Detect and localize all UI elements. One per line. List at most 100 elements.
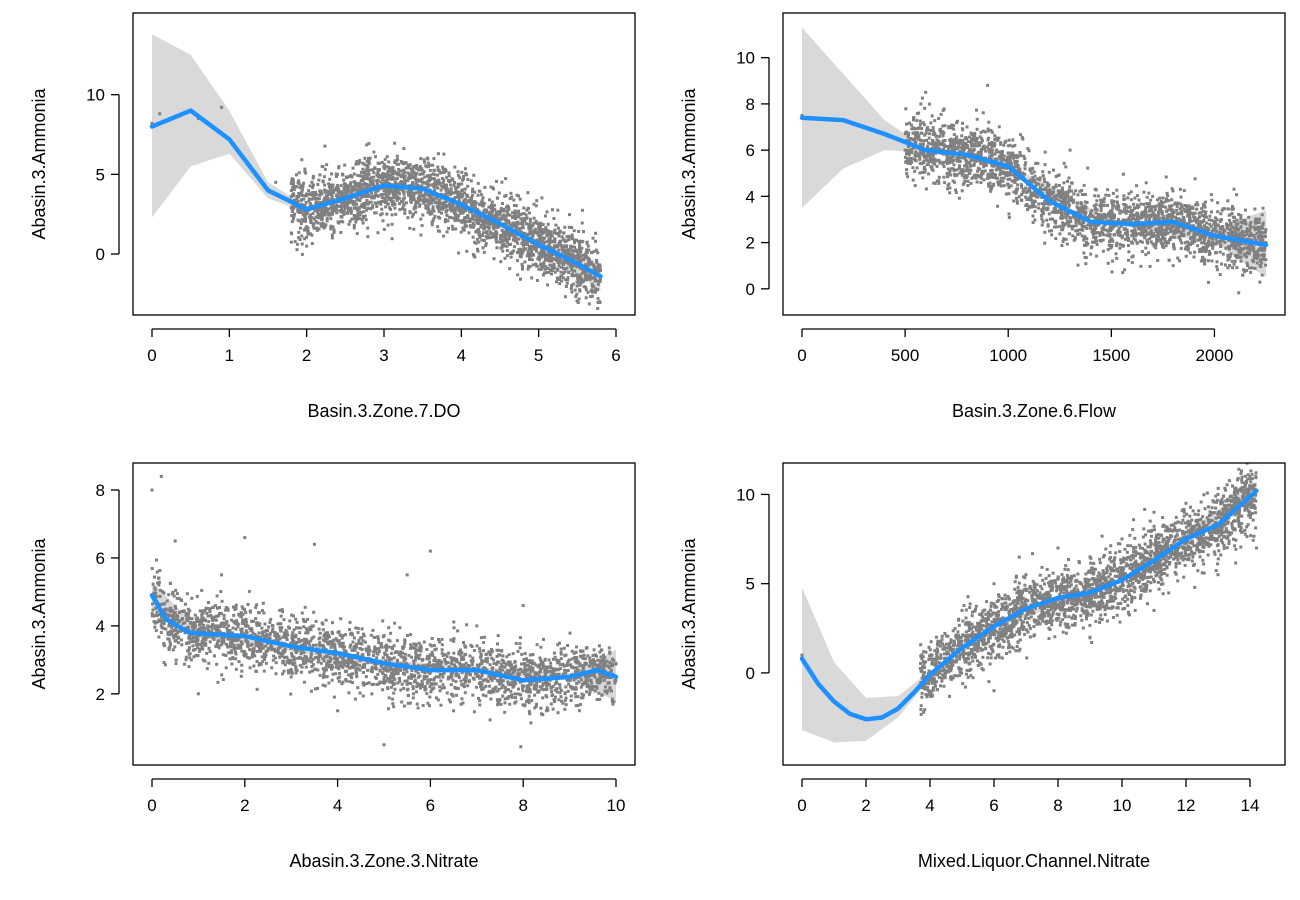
scatter-point <box>484 244 488 248</box>
scatter-point <box>1134 234 1138 238</box>
scatter-point <box>1210 229 1214 233</box>
scatter-point <box>368 200 372 204</box>
scatter-point <box>1110 201 1114 205</box>
scatter-point <box>1259 233 1262 237</box>
scatter-point <box>1188 212 1191 216</box>
scatter-point <box>274 180 278 184</box>
scatter-point <box>967 168 971 172</box>
scatter-point <box>498 209 502 213</box>
scatter-point <box>1250 266 1254 270</box>
scatter-point <box>363 156 367 160</box>
scatter-point <box>1123 197 1127 201</box>
scatter-point <box>589 276 593 280</box>
scatter-point <box>595 258 599 262</box>
scatter-point <box>1001 170 1005 174</box>
scatter-point <box>308 213 312 217</box>
scatter-point <box>1246 229 1250 233</box>
scatter-point <box>972 143 976 147</box>
scatter-point <box>1202 219 1206 223</box>
scatter-point <box>494 230 498 234</box>
scatter-point <box>1109 246 1113 250</box>
scatter-point <box>530 258 534 262</box>
scatter-point <box>1019 183 1023 187</box>
scatter-point <box>425 199 429 203</box>
scatter-point <box>433 188 437 192</box>
scatter-point <box>1199 259 1203 263</box>
scatter-point <box>387 176 391 180</box>
scatter-point <box>1186 248 1190 252</box>
scatter-point <box>516 241 520 245</box>
scatter-point <box>367 156 370 160</box>
scatter-point <box>1024 195 1028 199</box>
scatter-point <box>339 219 343 223</box>
scatter-point <box>307 197 311 201</box>
scatter-point <box>1110 211 1114 214</box>
scatter-point <box>548 237 552 241</box>
scatter-point <box>494 238 498 242</box>
scatter-point <box>962 181 966 185</box>
scatter-point <box>476 247 479 251</box>
scatter-point <box>523 243 527 246</box>
scatter-point <box>1210 259 1214 263</box>
scatter-point <box>566 278 570 282</box>
scatter-point <box>481 234 485 238</box>
scatter-point <box>979 173 983 177</box>
y-axis-label: Abasin.3.Ammonia <box>29 87 49 239</box>
scatter-point <box>1169 208 1173 211</box>
scatter-point <box>482 208 486 212</box>
scatter-point <box>933 162 937 166</box>
scatter-point <box>1127 236 1131 240</box>
scatter-point <box>1153 208 1157 212</box>
scatter-point <box>403 211 407 215</box>
scatter-point <box>524 213 528 217</box>
scatter-point <box>939 112 943 116</box>
scatter-point <box>446 178 450 182</box>
scatter-point <box>1003 159 1007 163</box>
scatter-point <box>1170 225 1174 228</box>
scatter-point <box>1233 259 1237 263</box>
scatter-point <box>584 263 588 267</box>
scatter-point <box>481 204 485 208</box>
scatter-point <box>1220 225 1224 228</box>
scatter-point <box>420 168 424 172</box>
scatter-point <box>508 223 512 227</box>
scatter-point <box>508 213 512 217</box>
scatter-point <box>509 242 513 246</box>
scatter-point <box>385 155 389 159</box>
scatter-point <box>451 202 455 206</box>
scatter-point <box>1235 253 1239 257</box>
scatter-point <box>464 171 468 175</box>
scatter-point <box>990 151 994 155</box>
scatter-point <box>322 199 326 203</box>
scatter-point <box>521 223 525 227</box>
scatter-point <box>552 265 556 268</box>
scatter-point <box>1176 201 1180 205</box>
scatter-point <box>1002 176 1006 180</box>
scatter-point <box>1156 198 1159 202</box>
scatter-point <box>442 152 446 156</box>
scatter-point <box>996 180 1000 184</box>
scatter-point <box>406 171 410 175</box>
scatter-point <box>1250 238 1253 242</box>
scatter-point <box>1108 234 1112 238</box>
scatter-point <box>386 170 390 174</box>
scatter-point <box>457 205 461 209</box>
scatter-point <box>1243 270 1247 274</box>
scatter-point <box>507 208 511 211</box>
scatter-point <box>410 191 414 195</box>
scatter-point <box>525 208 529 212</box>
scatter-point <box>1012 199 1016 203</box>
scatter-point <box>508 267 512 271</box>
scatter-point <box>548 259 552 263</box>
scatter-point <box>1097 218 1101 221</box>
scatter-point <box>1132 229 1136 233</box>
scatter-point <box>1261 223 1265 227</box>
scatter-point <box>372 171 376 175</box>
scatter-point <box>535 238 539 242</box>
scatter-point <box>945 144 949 148</box>
scatter-point <box>1142 229 1146 233</box>
scatter-point <box>408 211 412 215</box>
scatter-point <box>456 217 460 221</box>
scatter-point <box>327 190 331 194</box>
scatter-point <box>387 160 391 164</box>
